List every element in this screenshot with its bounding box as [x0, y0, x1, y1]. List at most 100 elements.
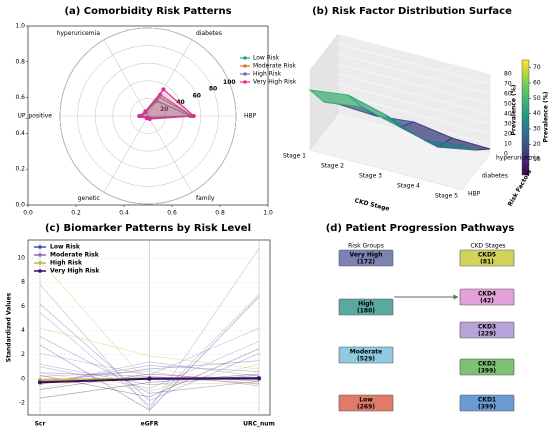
z-grid-line — [337, 43, 491, 85]
z-grid-line — [337, 33, 491, 75]
node-box — [338, 394, 394, 412]
node-count: (172) — [357, 259, 375, 266]
y-tick-label: 2 — [21, 351, 25, 358]
z-grid-line — [337, 63, 491, 105]
colorbar-tick-label: 30 — [533, 126, 541, 133]
mean-point — [38, 380, 42, 385]
colorbar-tick-label: 20 — [533, 141, 541, 148]
profile-line — [39, 373, 260, 399]
node-count: (529) — [357, 356, 375, 363]
x-tick-label: Stage 2 — [321, 163, 344, 170]
x-axis-label: CKD Stage — [354, 197, 390, 212]
profile-line — [39, 248, 260, 410]
spoke — [103, 39, 149, 117]
node-box — [338, 346, 394, 364]
node-label: CKD3 — [478, 324, 496, 331]
mean-point — [257, 376, 261, 381]
legend-marker — [38, 269, 42, 273]
x-tick-label: 0.0 — [23, 210, 33, 217]
profile-line — [39, 341, 260, 389]
colorbar-tick-label: 60 — [533, 80, 541, 87]
profile-line — [39, 371, 260, 387]
node-label: High — [358, 301, 374, 308]
radial-tick-label: 100 — [223, 79, 236, 86]
column-header: Risk Groups — [348, 243, 384, 250]
legend-label: High Risk — [50, 260, 83, 267]
surface-cell — [423, 139, 477, 151]
axis-label: hyperuricemia — [57, 30, 101, 37]
z-tick-label: 0 — [504, 151, 508, 158]
panel-c-title: (c) Biomarker Patterns by Risk Level — [45, 223, 251, 234]
x-tick-label: Stage 5 — [435, 193, 458, 200]
profile-line — [39, 260, 260, 386]
legend-label: Low Risk — [50, 244, 81, 251]
axis-label: diabetes — [196, 30, 222, 37]
radar-point — [147, 117, 152, 122]
legend-marker — [243, 64, 247, 68]
y-tick-label: 8 — [21, 279, 25, 286]
colorbar-tick-label: 70 — [533, 64, 541, 71]
legend-marker — [38, 261, 42, 265]
axis-label: UP_positive — [17, 113, 52, 120]
spoke — [103, 115, 149, 193]
node-count: (229) — [478, 331, 496, 338]
node-count: (269) — [357, 404, 375, 411]
profile-line — [39, 348, 260, 398]
node-box — [459, 394, 515, 412]
node-label: CKD1 — [478, 397, 496, 404]
y-tick-label: 6 — [21, 303, 25, 310]
spoke — [147, 115, 193, 193]
radar-point — [143, 109, 148, 114]
radar-point — [144, 116, 149, 121]
x-tick-label: Stage 4 — [397, 183, 420, 190]
y-axis-label: Standardized Values — [6, 292, 13, 362]
panel-b-title: (b) Risk Factor Distribution Surface — [312, 6, 512, 17]
axis-label: genetic — [78, 195, 100, 202]
mean-point — [147, 376, 152, 381]
x-tick-label: Stage 1 — [283, 153, 306, 160]
legend-label: Moderate Risk — [50, 252, 100, 259]
z-tick-label: 10 — [504, 141, 512, 148]
z-grid-line — [337, 93, 491, 135]
z-tick-label: 70 — [504, 81, 512, 88]
colorbar-tick-label: 40 — [533, 110, 541, 117]
x-tick-label: eGFR — [141, 421, 159, 428]
x-tick-label: 0.6 — [167, 210, 177, 217]
axis-label: HBP — [244, 113, 257, 120]
node-count: (399) — [478, 404, 496, 411]
radar-point — [191, 114, 196, 118]
panel-d-title: (d) Patient Progression Pathways — [326, 223, 515, 234]
z-tick-label: 40 — [504, 111, 512, 118]
node-label: CKD4 — [478, 291, 496, 298]
node-box — [459, 358, 515, 376]
radial-tick-label: 60 — [193, 92, 201, 99]
y-tick-label: 0.4 — [15, 130, 25, 137]
colorbar-tick-label: 10 — [533, 156, 541, 163]
z-grid-line — [337, 83, 491, 125]
y-tick-label: 4 — [21, 327, 25, 334]
colorbar-tick-label: 50 — [533, 95, 541, 102]
profile-line — [39, 296, 260, 411]
legend-label: Low Risk — [253, 55, 280, 62]
node-count: (399) — [478, 368, 496, 375]
node-label: CKD2 — [478, 361, 496, 368]
z-grid-line — [337, 53, 491, 95]
profile-line — [39, 361, 260, 386]
y-tick-label: HBP — [468, 191, 481, 198]
legend-marker — [243, 56, 247, 60]
legend-marker — [243, 80, 247, 84]
legend-label: High Risk — [253, 71, 282, 78]
colorbar — [521, 59, 530, 176]
node-count: (180) — [357, 308, 375, 315]
x-tick-label: 0.4 — [119, 210, 129, 217]
legend-label: Very High Risk — [50, 268, 100, 275]
node-label: Low — [359, 397, 373, 404]
x-tick-label: Stage 3 — [359, 173, 382, 180]
panel-a-title: (a) Comorbidity Risk Patterns — [64, 6, 231, 17]
y-tick-label: 0.8 — [15, 58, 25, 65]
node-count: (81) — [480, 259, 494, 266]
profile-line — [39, 327, 260, 376]
legend-marker — [243, 72, 247, 76]
legend-label: Very High Risk — [253, 79, 297, 86]
